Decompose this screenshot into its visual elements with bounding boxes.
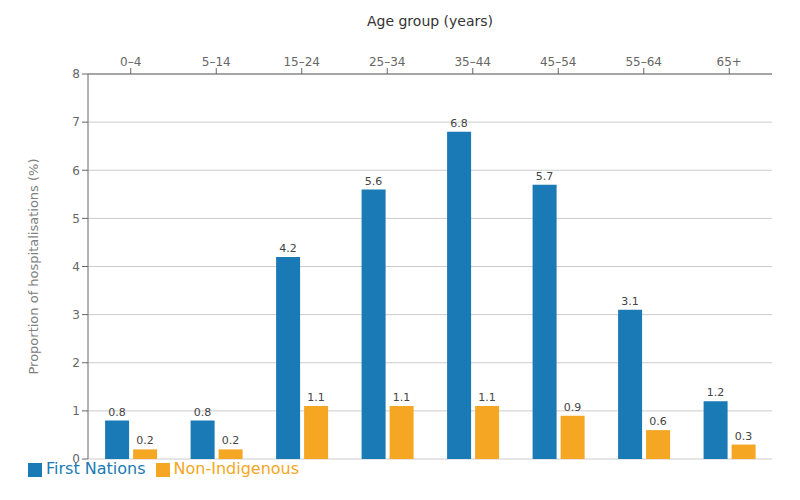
svg-text:0.2: 0.2 <box>222 434 240 447</box>
svg-text:15–24: 15–24 <box>283 55 320 69</box>
svg-text:55–64: 55–64 <box>625 55 662 69</box>
svg-text:1.1: 1.1 <box>307 391 325 404</box>
svg-text:35–44: 35–44 <box>454 55 491 69</box>
svg-text:Proportion of hospitalisations: Proportion of hospitalisations (%) <box>26 158 41 374</box>
svg-text:0.2: 0.2 <box>136 434 154 447</box>
svg-text:5–14: 5–14 <box>202 55 231 69</box>
svg-text:4: 4 <box>72 260 80 274</box>
svg-text:0.6: 0.6 <box>649 415 667 428</box>
svg-text:0.3: 0.3 <box>735 430 753 443</box>
svg-text:5.6: 5.6 <box>365 175 383 188</box>
svg-text:1: 1 <box>72 404 80 418</box>
svg-text:0: 0 <box>72 452 80 466</box>
svg-text:3: 3 <box>72 308 80 322</box>
svg-text:0.8: 0.8 <box>108 406 126 419</box>
svg-text:0.9: 0.9 <box>564 401 582 414</box>
svg-text:5.7: 5.7 <box>536 170 554 183</box>
svg-text:0–4: 0–4 <box>120 55 141 69</box>
svg-text:4.2: 4.2 <box>279 242 297 255</box>
svg-text:5: 5 <box>72 212 80 226</box>
svg-text:45–54: 45–54 <box>540 55 577 69</box>
svg-text:3.1: 3.1 <box>621 295 639 308</box>
svg-text:6: 6 <box>72 164 80 178</box>
svg-text:8: 8 <box>72 67 80 81</box>
svg-text:7: 7 <box>72 115 80 129</box>
svg-text:0.8: 0.8 <box>194 406 212 419</box>
svg-text:2: 2 <box>72 356 80 370</box>
svg-text:25–34: 25–34 <box>369 55 406 69</box>
svg-text:65+: 65+ <box>717 55 742 69</box>
svg-text:1.1: 1.1 <box>393 391 411 404</box>
svg-text:1.1: 1.1 <box>478 391 496 404</box>
svg-text:6.8: 6.8 <box>450 117 468 130</box>
svg-text:1.2: 1.2 <box>707 386 725 399</box>
